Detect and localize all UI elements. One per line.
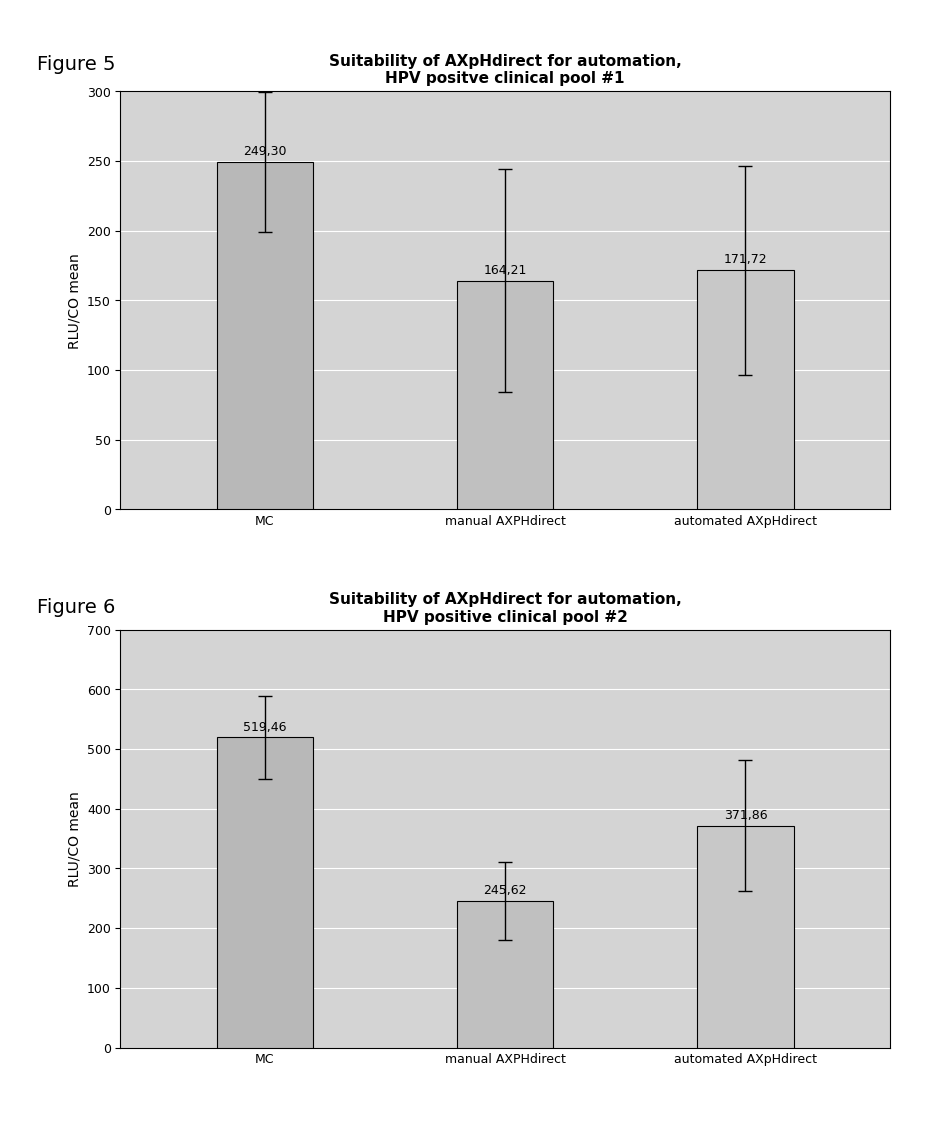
Text: Figure 6: Figure 6 [37, 598, 116, 617]
Y-axis label: RLU/CO mean: RLU/CO mean [68, 791, 81, 886]
Text: 519,46: 519,46 [243, 720, 286, 733]
Text: 245,62: 245,62 [483, 884, 526, 897]
Bar [457, 281, 553, 510]
Bar [457, 901, 553, 1048]
Title: Suitability of AXpHdirect for automation,
HPV positive clinical pool #2: Suitability of AXpHdirect for automation… [329, 592, 681, 624]
Title: Suitability of AXpHdirect for automation,
HPV positve clinical pool #1: Suitability of AXpHdirect for automation… [329, 54, 681, 86]
Bar [696, 270, 793, 510]
Bar [217, 163, 313, 510]
Text: 171,72: 171,72 [723, 253, 767, 266]
Text: Figure 5: Figure 5 [37, 55, 116, 74]
Text: 371,86: 371,86 [723, 808, 767, 821]
Text: 249,30: 249,30 [243, 145, 286, 158]
Y-axis label: RLU/CO mean: RLU/CO mean [68, 253, 81, 348]
Bar [696, 826, 793, 1048]
Text: 164,21: 164,21 [483, 263, 526, 277]
Bar [217, 737, 313, 1048]
